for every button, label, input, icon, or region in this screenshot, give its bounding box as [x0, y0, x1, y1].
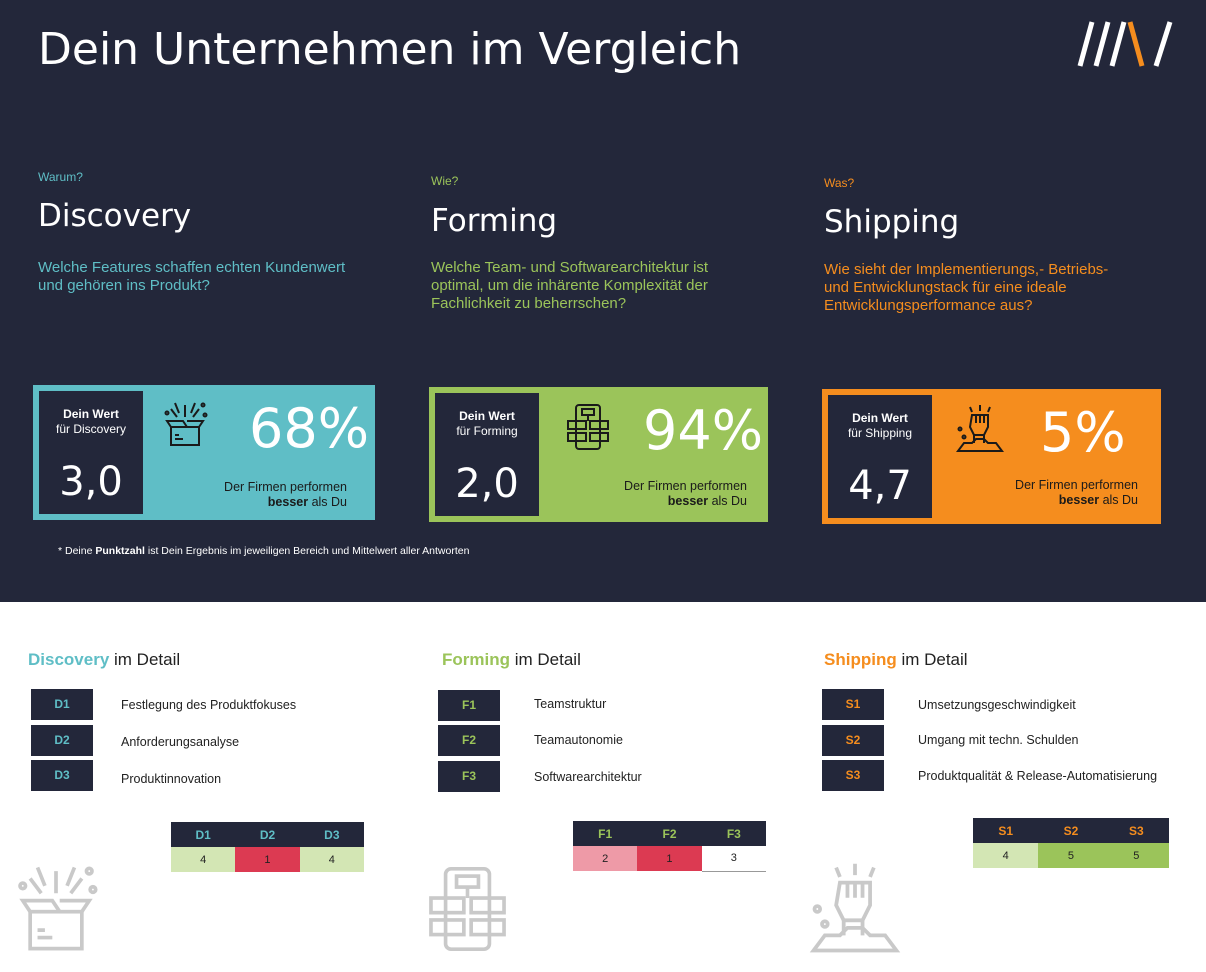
shipping-score-box: Dein Wert für Shipping 4,7	[828, 395, 932, 518]
shipping-percent-desc: Der Firmen performen besser als Du	[1015, 478, 1138, 507]
table-cell: 1	[637, 846, 702, 871]
table-header: F2	[637, 821, 702, 846]
table-cell: 4	[973, 843, 1039, 868]
forming-score-label: Dein Wert für Forming	[456, 409, 518, 438]
table-cell: 4	[299, 847, 364, 872]
page-title: Dein Unternehmen im Vergleich	[38, 24, 742, 75]
table-cell: 4	[171, 847, 236, 872]
shipping-question: Wie sieht der Implementierungs,- Betrieb…	[824, 261, 1109, 314]
table-cell: 1	[235, 847, 300, 872]
table-cell: 3	[701, 846, 766, 872]
shipping-label-s3: Produktqualität & Release-Automatisierun…	[918, 769, 1158, 783]
discovery-label-d1: Festlegung des Produktfokuses	[121, 698, 297, 712]
discovery-percent-desc: Der Firmen performen besser als Du	[224, 480, 347, 509]
table-cell: 5	[1103, 843, 1169, 868]
forming-label-f1: Teamstruktur	[534, 697, 607, 711]
shipping-score-label: Dein Wert für Shipping	[847, 411, 913, 440]
forming-code-f2: F2	[438, 725, 500, 756]
shipping-detail-title: Shipping im Detail	[824, 650, 968, 669]
discovery-heading: Discovery	[38, 198, 192, 234]
discovery-score-box: Dein Wert für Discovery 3,0	[39, 391, 143, 514]
table-header: S3	[1103, 818, 1169, 843]
forming-score-table: F1 F2 F3 2 1 3	[573, 821, 766, 872]
table-cell: 2	[573, 846, 638, 871]
discovery-score-table: D1 D2 D3 4 1 4	[171, 822, 364, 872]
shipping-code-s2: S2	[822, 725, 884, 756]
shipping-score-value: 4,7	[848, 463, 912, 509]
raised-fist-icon	[956, 405, 1004, 452]
forming-score-card: Dein Wert für Forming 2,0 94% Der Firmen…	[429, 387, 768, 522]
discovery-percent: 68%	[249, 397, 370, 460]
forming-eyebrow: Wie?	[431, 174, 459, 188]
table-header: F1	[573, 821, 638, 846]
shipping-heading: Shipping	[824, 204, 960, 240]
shipping-score-table: S1 S2 S3 4 5 5	[973, 818, 1169, 868]
discovery-score-card: Dein Wert für Discovery 3,0 68% Der Firm…	[33, 385, 375, 520]
forming-score-value: 2,0	[455, 461, 519, 507]
discovery-code-d3: D3	[31, 760, 93, 791]
discovery-label-d2: Anforderungsanalyse	[121, 735, 240, 749]
shipping-score-card: Dein Wert für Shipping 4,7 5% Der Firmen…	[822, 389, 1161, 524]
discovery-score-value: 3,0	[59, 459, 123, 505]
discovery-detail-title: Discovery im Detail	[28, 650, 181, 669]
table-header: D3	[299, 822, 364, 847]
shipping-percent: 5%	[1040, 401, 1126, 464]
forming-label-f2: Teamautonomie	[534, 733, 623, 747]
brand-logo	[1077, 21, 1173, 67]
discovery-eyebrow: Warum?	[38, 170, 83, 184]
discovery-label-d3: Produktinnovation	[121, 772, 222, 786]
architecture-icon	[567, 404, 609, 450]
raised-fist-icon	[809, 863, 901, 953]
shipping-label-s2: Umgang mit techn. Schulden	[918, 733, 1079, 747]
gift-box-icon	[18, 866, 98, 951]
discovery-question: Welche Features schaffen echten Kundenwe…	[38, 259, 346, 294]
forming-percent-desc: Der Firmen performen besser als Du	[624, 479, 747, 508]
forming-code-f1: F1	[438, 690, 500, 721]
table-header: F3	[701, 821, 766, 846]
table-header: D1	[171, 822, 236, 847]
shipping-label-s1: Umsetzungsgeschwindigkeit	[918, 698, 1076, 712]
forming-label-f3: Softwarearchitektur	[534, 770, 642, 784]
forming-code-f3: F3	[438, 761, 500, 792]
discovery-score-label: Dein Wert für Discovery	[55, 407, 126, 436]
shipping-eyebrow: Was?	[824, 176, 855, 190]
forming-heading: Forming	[431, 203, 558, 239]
table-header: S2	[1038, 818, 1104, 843]
architecture-icon	[429, 866, 506, 952]
forming-percent: 94%	[643, 399, 764, 462]
table-header: S1	[973, 818, 1039, 843]
shipping-code-s3: S3	[822, 760, 884, 791]
forming-detail-title: Forming im Detail	[442, 650, 581, 669]
shipping-code-s1: S1	[822, 689, 884, 720]
score-footnote: * Deine Punktzahl ist Dein Ergebnis im j…	[58, 545, 470, 557]
table-cell: 5	[1038, 843, 1104, 868]
forming-score-box: Dein Wert für Forming 2,0	[435, 393, 539, 516]
table-header: D2	[235, 822, 300, 847]
forming-question: Welche Team- und Softwarearchitektur ist…	[431, 259, 709, 312]
gift-box-icon	[164, 402, 208, 446]
discovery-code-d1: D1	[31, 689, 93, 720]
discovery-code-d2: D2	[31, 725, 93, 756]
